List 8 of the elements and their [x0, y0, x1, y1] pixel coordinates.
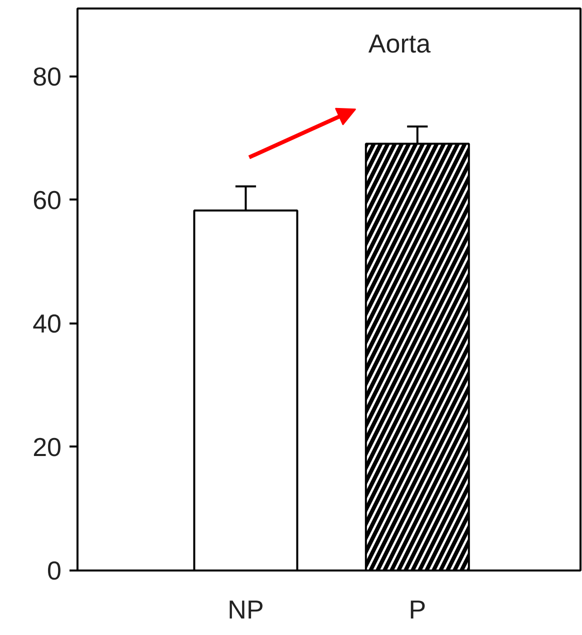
y-tick-label: 0: [47, 556, 62, 586]
x-tick-label: P: [408, 594, 426, 624]
y-tick-label: 80: [32, 61, 62, 92]
text: Aorta: [368, 28, 432, 58]
y-tick-label: 40: [32, 308, 62, 338]
y-tick-label: 60: [32, 184, 62, 215]
y-tick-label: 20: [32, 432, 62, 462]
x-tick-label: NP: [228, 594, 264, 624]
